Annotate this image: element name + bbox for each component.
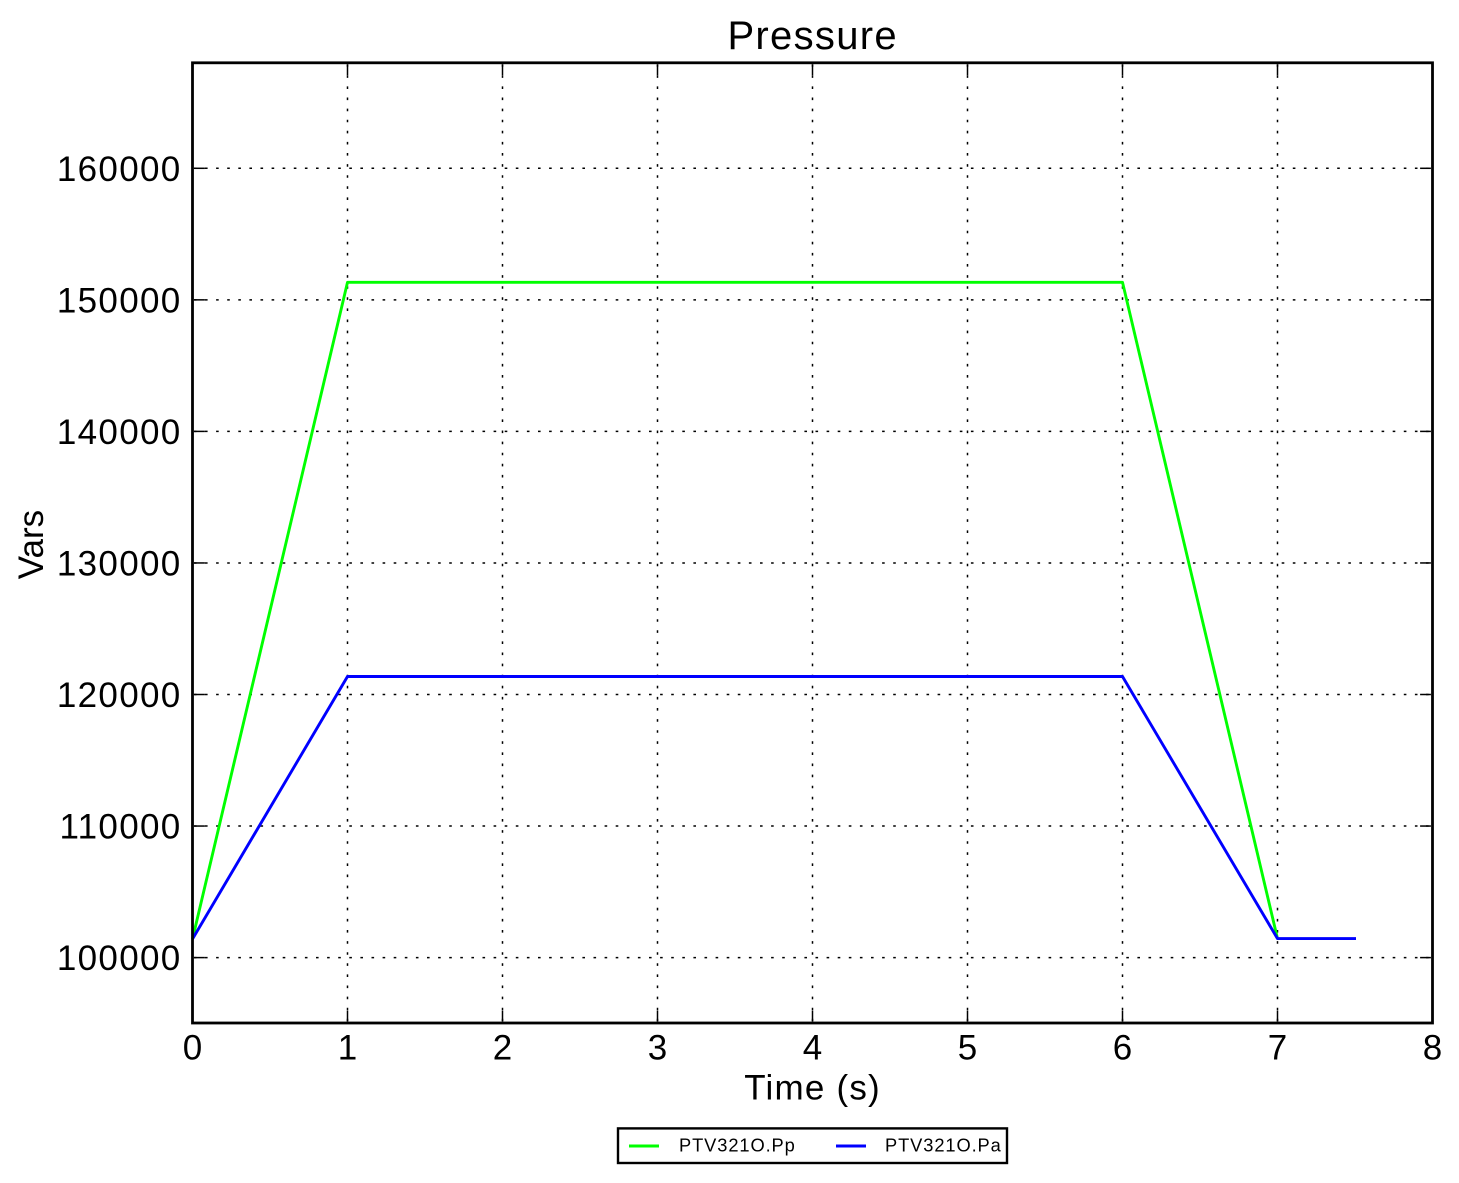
svg-text:150000: 150000 (57, 281, 182, 320)
svg-text:Pressure: Pressure (727, 14, 897, 58)
svg-text:140000: 140000 (57, 413, 182, 452)
svg-text:Time (s): Time (s) (744, 1069, 881, 1108)
svg-text:5: 5 (958, 1029, 977, 1068)
svg-text:0: 0 (183, 1029, 202, 1068)
svg-text:8: 8 (1423, 1029, 1442, 1068)
svg-text:160000: 160000 (57, 150, 182, 189)
svg-text:7: 7 (1268, 1029, 1287, 1068)
svg-text:PTV321O.Pp: PTV321O.Pp (679, 1134, 796, 1155)
svg-text:2: 2 (493, 1029, 512, 1068)
svg-text:120000: 120000 (57, 676, 182, 715)
svg-text:Vars: Vars (12, 510, 51, 579)
svg-text:PTV321O.Pa: PTV321O.Pa (885, 1134, 1002, 1155)
svg-text:130000: 130000 (57, 544, 182, 583)
svg-text:4: 4 (803, 1029, 822, 1068)
svg-text:3: 3 (648, 1029, 667, 1068)
svg-text:6: 6 (1113, 1029, 1132, 1068)
svg-text:1: 1 (338, 1029, 357, 1068)
svg-text:100000: 100000 (57, 939, 182, 978)
svg-text:110000: 110000 (60, 808, 182, 847)
